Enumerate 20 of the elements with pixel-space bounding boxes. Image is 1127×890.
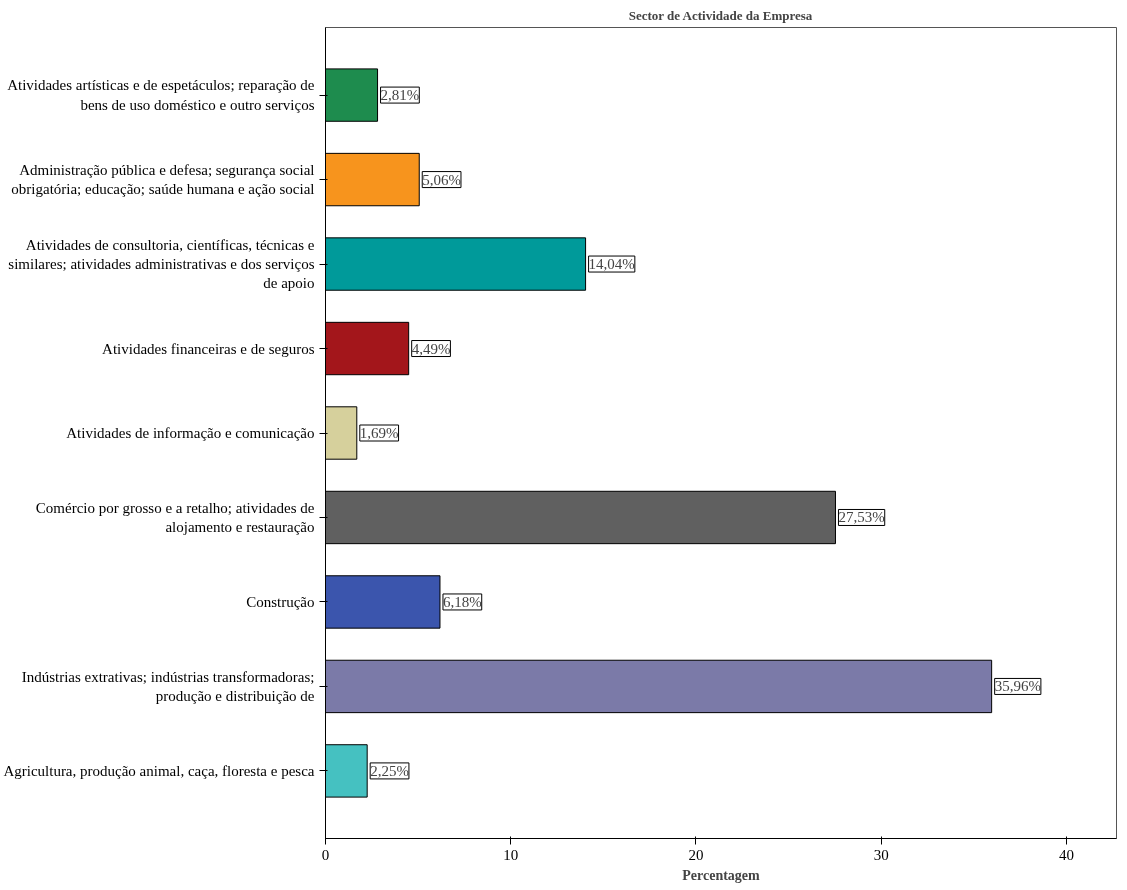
x-tick-label: 30 xyxy=(873,846,889,863)
x-tick-label: 40 xyxy=(1058,846,1074,863)
chart-title: Sector de Actividade da Empresa xyxy=(628,7,813,23)
y-tick-label: Agricultura, produção animal, caça, floresta e pesca xyxy=(3,762,315,779)
x-tick-label: 10 xyxy=(503,846,519,863)
data-label: 2,81% xyxy=(380,87,420,104)
data-label: 4,49% xyxy=(411,340,451,357)
y-tick-label: Indústrias extrativas; indústrias transformadoras; produção e distribuição de xyxy=(21,668,315,705)
data-label: 1,69% xyxy=(359,425,399,441)
y-tick-label: Atividades de informação e comunicação xyxy=(66,425,315,441)
y-tick-label: Construção xyxy=(246,593,315,610)
x-tick-label: 0 xyxy=(321,846,330,863)
y-tick-label: Atividades financeiras e de seguros xyxy=(102,340,315,357)
data-label: 27,53% xyxy=(838,509,885,526)
y-tick-label: Comércio por grosso e a retalho; atividades de alojamento e restauração xyxy=(35,499,315,536)
x-axis-title: Percentagem xyxy=(682,867,761,883)
y-tick-label: Administração pública e defesa; segurança social obrigatória; educação; saúde humana e ação social xyxy=(11,161,315,198)
x-tick-label: 20 xyxy=(688,846,704,863)
y-tick-label: Atividades de consultoria, científicas, técnicas e similares; atividades administrativas e dos serviços de apoio xyxy=(8,236,315,292)
y-tick-label: Atividades artísticas e de espetáculos; reparação de bens de uso doméstico e outro serviços xyxy=(7,77,315,113)
